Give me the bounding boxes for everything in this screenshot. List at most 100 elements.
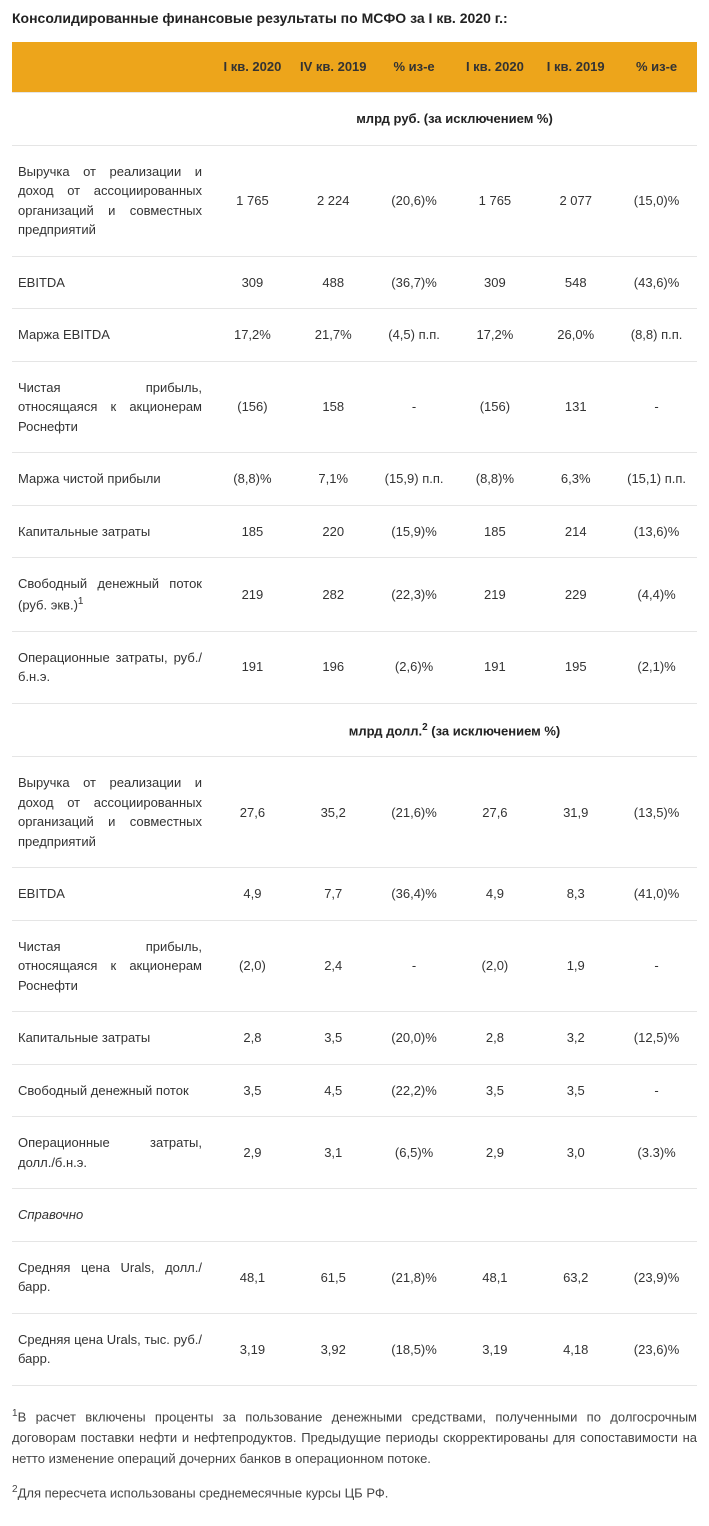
cell: 1 765 [454, 145, 535, 256]
cell: 229 [535, 558, 616, 631]
cell: (4,4)% [616, 558, 697, 631]
cell: - [616, 1064, 697, 1117]
table-row: Выручка от реализации и доход от ассоции… [12, 145, 697, 256]
cell: (22,3)% [374, 558, 455, 631]
section-empty [12, 703, 212, 757]
cell: (36,4)% [374, 868, 455, 921]
cell: 3,5 [535, 1064, 616, 1117]
cell: 6,3% [535, 453, 616, 506]
cell: 7,7 [293, 868, 374, 921]
cell: 191 [454, 631, 535, 703]
cell: 48,1 [454, 1241, 535, 1313]
cell: 191 [212, 631, 293, 703]
reference-label: Справочно [12, 1189, 212, 1242]
cell: (2,1)% [616, 631, 697, 703]
cell: 185 [212, 505, 293, 558]
cell: (20,0)% [374, 1012, 455, 1065]
cell: 2,8 [454, 1012, 535, 1065]
cell: 31,9 [535, 757, 616, 868]
table-row: Маржа чистой прибыли(8,8)%7,1%(15,9) п.п… [12, 453, 697, 506]
cell: 219 [212, 558, 293, 631]
cell: 3,5 [293, 1012, 374, 1065]
cell: 3,19 [212, 1313, 293, 1385]
cell: 1 765 [212, 145, 293, 256]
cell: (15,1) п.п. [616, 453, 697, 506]
row-label: EBITDA [12, 868, 212, 921]
cell: (15,0)% [616, 145, 697, 256]
cell: 185 [454, 505, 535, 558]
cell: 2,8 [212, 1012, 293, 1065]
cell: 214 [535, 505, 616, 558]
cell: (13,5)% [616, 757, 697, 868]
footnote-2: 2Для пересчета использованы среднемесячн… [12, 1482, 697, 1504]
cell: (13,6)% [616, 505, 697, 558]
cell: 2,4 [293, 920, 374, 1012]
cell: 26,0% [535, 309, 616, 362]
section-rub: млрд руб. (за исключением %) [12, 93, 697, 146]
row-label: Чистая прибыль, относящаяся к акционерам… [12, 361, 212, 453]
financial-table: I кв. 2020 IV кв. 2019 % из-е I кв. 2020… [12, 42, 697, 1386]
cell: (15,9)% [374, 505, 455, 558]
table-row: Операционные затраты, руб./б.н.э.191196(… [12, 631, 697, 703]
row-label: Капитальные затраты [12, 505, 212, 558]
row-label: Средняя цена Urals, тыс. руб./барр. [12, 1313, 212, 1385]
cell: (8,8)% [212, 453, 293, 506]
footnotes: 1В расчет включены проценты за пользован… [12, 1406, 697, 1504]
cell: 1,9 [535, 920, 616, 1012]
cell: 4,18 [535, 1313, 616, 1385]
row-label: Маржа EBITDA [12, 309, 212, 362]
cell: (8,8) п.п. [616, 309, 697, 362]
cell: 3,2 [535, 1012, 616, 1065]
cell: - [374, 361, 455, 453]
header-col-5: I кв. 2019 [535, 42, 616, 93]
table-row: Капитальные затраты2,83,5(20,0)%2,83,2(1… [12, 1012, 697, 1065]
header-col-6: % из-е [616, 42, 697, 93]
cell: 158 [293, 361, 374, 453]
cell: 196 [293, 631, 374, 703]
cell: (4,5) п.п. [374, 309, 455, 362]
table-row: Средняя цена Urals, тыс. руб./барр.3,193… [12, 1313, 697, 1385]
cell: - [616, 361, 697, 453]
cell: 17,2% [212, 309, 293, 362]
table-row: Выручка от реализации и доход от ассоции… [12, 757, 697, 868]
cell: 4,5 [293, 1064, 374, 1117]
row-label: Средняя цена Urals, долл./барр. [12, 1241, 212, 1313]
table-row: Чистая прибыль, относящаяся к акционерам… [12, 361, 697, 453]
cell: (18,5)% [374, 1313, 455, 1385]
cell: (6,5)% [374, 1117, 455, 1189]
section-usd-title: млрд долл.2 (за исключением %) [212, 703, 697, 757]
cell: (15,9) п.п. [374, 453, 455, 506]
cell: 219 [454, 558, 535, 631]
cell: (21,6)% [374, 757, 455, 868]
table-row: Свободный денежный поток3,54,5(22,2)%3,5… [12, 1064, 697, 1117]
section-rub-title: млрд руб. (за исключением %) [212, 93, 697, 146]
cell: 17,2% [454, 309, 535, 362]
cell: 48,1 [212, 1241, 293, 1313]
cell: - [616, 920, 697, 1012]
cell: 3,5 [212, 1064, 293, 1117]
table-row: Чистая прибыль, относящаяся к акционерам… [12, 920, 697, 1012]
cell: (3.3)% [616, 1117, 697, 1189]
row-label: Маржа чистой прибыли [12, 453, 212, 506]
row-label: Выручка от реализации и доход от ассоции… [12, 757, 212, 868]
section-empty [12, 93, 212, 146]
cell: (156) [454, 361, 535, 453]
table-row: Средняя цена Urals, долл./барр.48,161,5(… [12, 1241, 697, 1313]
cell: 35,2 [293, 757, 374, 868]
cell: 21,7% [293, 309, 374, 362]
cell: 3,5 [454, 1064, 535, 1117]
table-row: EBITDA309488(36,7)%309548(43,6)% [12, 256, 697, 309]
header-col-3: % из-е [374, 42, 455, 93]
cell: 2 077 [535, 145, 616, 256]
cell: (23,9)% [616, 1241, 697, 1313]
cell: (43,6)% [616, 256, 697, 309]
cell: 63,2 [535, 1241, 616, 1313]
cell: 2 224 [293, 145, 374, 256]
row-label: Капитальные затраты [12, 1012, 212, 1065]
cell: 4,9 [212, 868, 293, 921]
reference-row: Справочно [12, 1189, 697, 1242]
cell: (2,0) [454, 920, 535, 1012]
cell: (20,6)% [374, 145, 455, 256]
cell: (21,8)% [374, 1241, 455, 1313]
cell: 282 [293, 558, 374, 631]
